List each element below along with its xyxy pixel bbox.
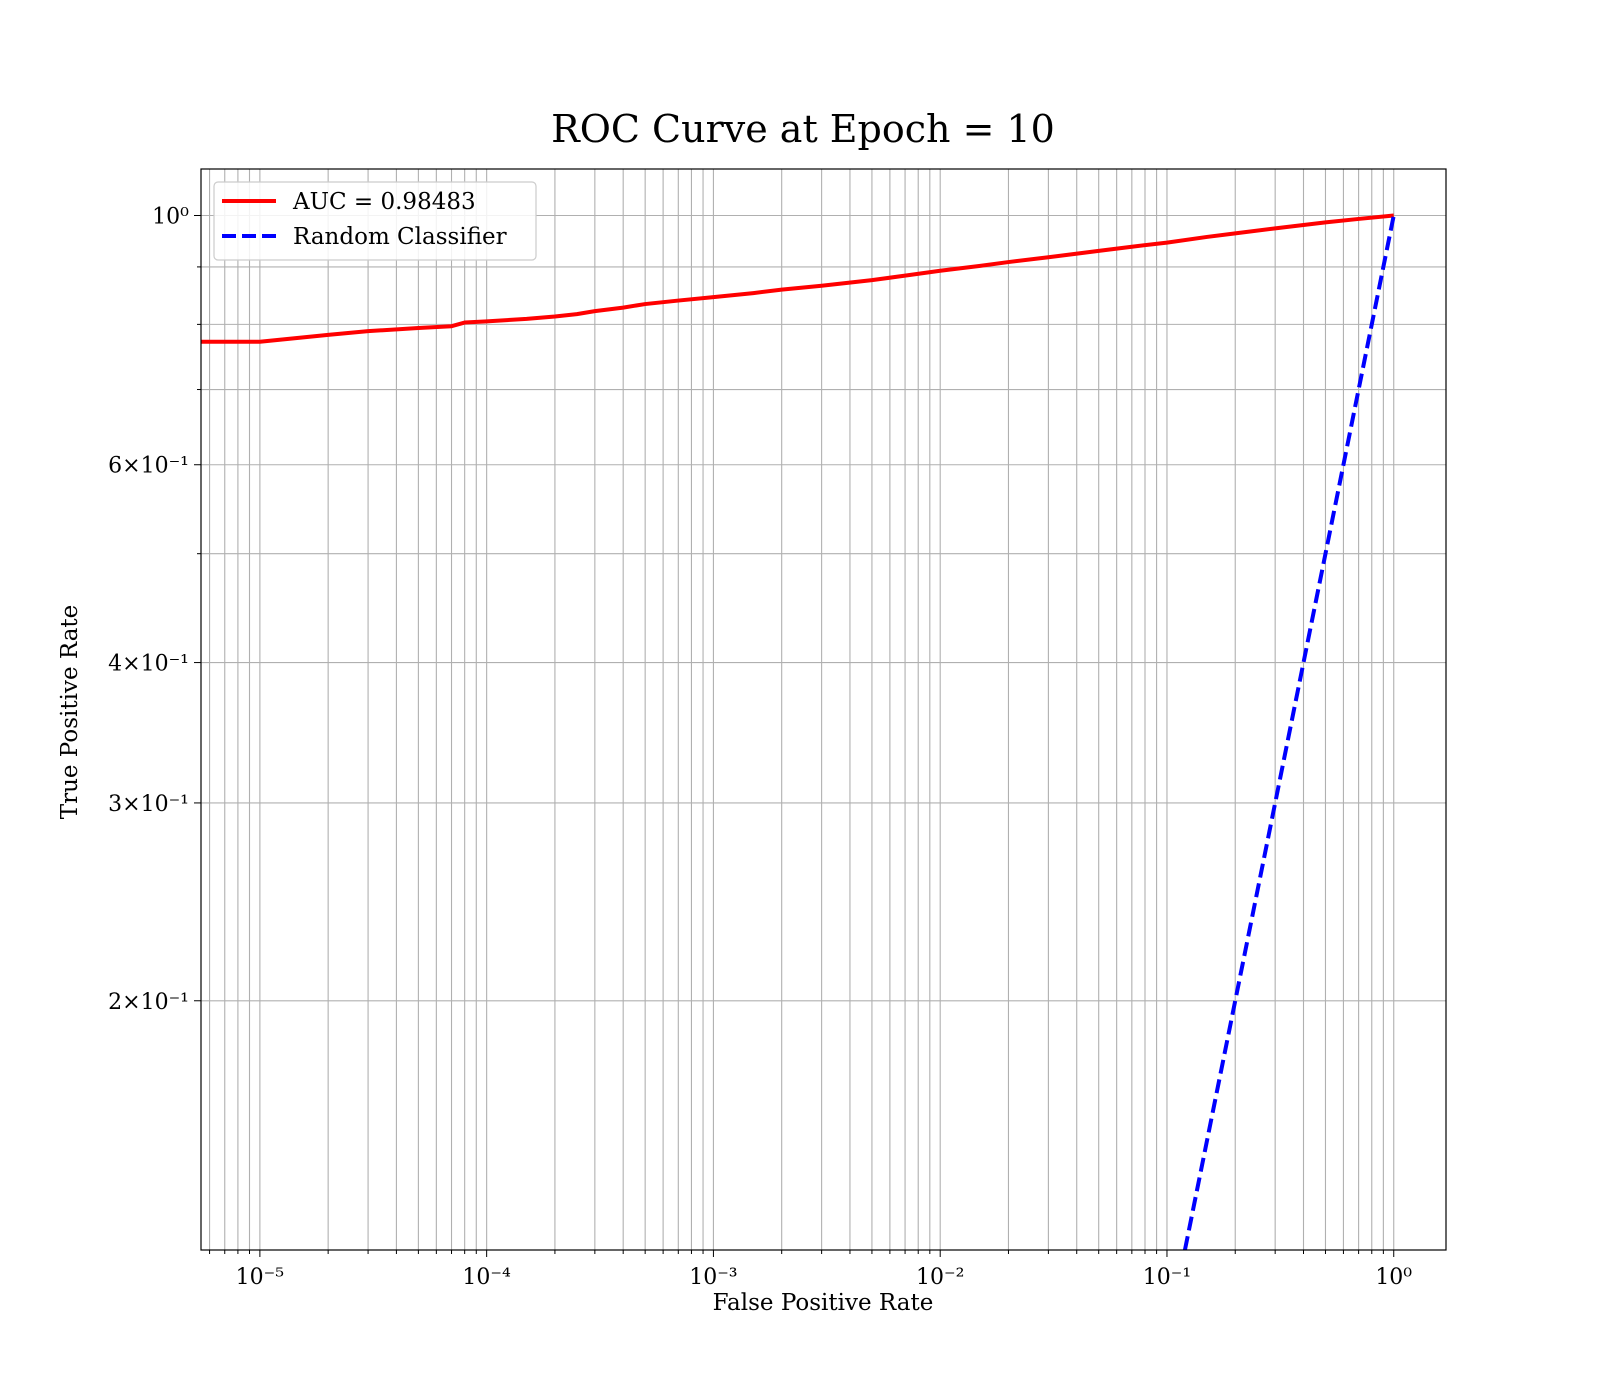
y-tick-label: 2×10⁻¹: [108, 990, 189, 1015]
chart-title: ROC Curve at Epoch = 10: [551, 107, 1055, 151]
plot-frame: [200, 168, 1447, 1251]
x-tick-label: 10⁻¹: [1143, 1265, 1191, 1290]
y-tick-label: 6×10⁻¹: [108, 454, 189, 479]
x-tick-label: 10⁻⁵: [236, 1265, 284, 1290]
x-tick-label: 10⁰: [1375, 1265, 1412, 1290]
x-axis-title: False Positive Rate: [713, 1290, 934, 1316]
series-layer: [201, 213, 1396, 1250]
tick-marks: [194, 215, 1395, 1257]
roc-curve-line: [201, 213, 1394, 344]
y-tick-label: 10⁰: [152, 205, 189, 230]
random-classifier-line: [1182, 215, 1396, 1250]
legend-label-auc: AUC = 0.98483: [292, 189, 476, 215]
x-tick-labels: 10⁻⁵ 10⁻⁴ 10⁻³ 10⁻² 10⁻¹ 10⁰: [236, 1265, 1413, 1290]
legend-label-random: Random Classifier: [293, 224, 507, 250]
grid-lines: [201, 169, 1446, 1250]
x-tick-label: 10⁻²: [916, 1265, 964, 1290]
y-tick-labels: 10⁰ 6×10⁻¹ 4×10⁻¹ 3×10⁻¹ 2×10⁻¹: [108, 205, 189, 1015]
y-tick-label: 3×10⁻¹: [108, 792, 189, 817]
legend: AUC = 0.98483 Random Classifier: [213, 181, 537, 261]
x-tick-label: 10⁻⁴: [462, 1265, 511, 1290]
y-tick-label: 4×10⁻¹: [108, 652, 189, 677]
x-tick-label: 10⁻³: [689, 1265, 737, 1290]
y-axis-title: True Positive Rate: [57, 605, 83, 820]
legend-box: [213, 181, 537, 261]
